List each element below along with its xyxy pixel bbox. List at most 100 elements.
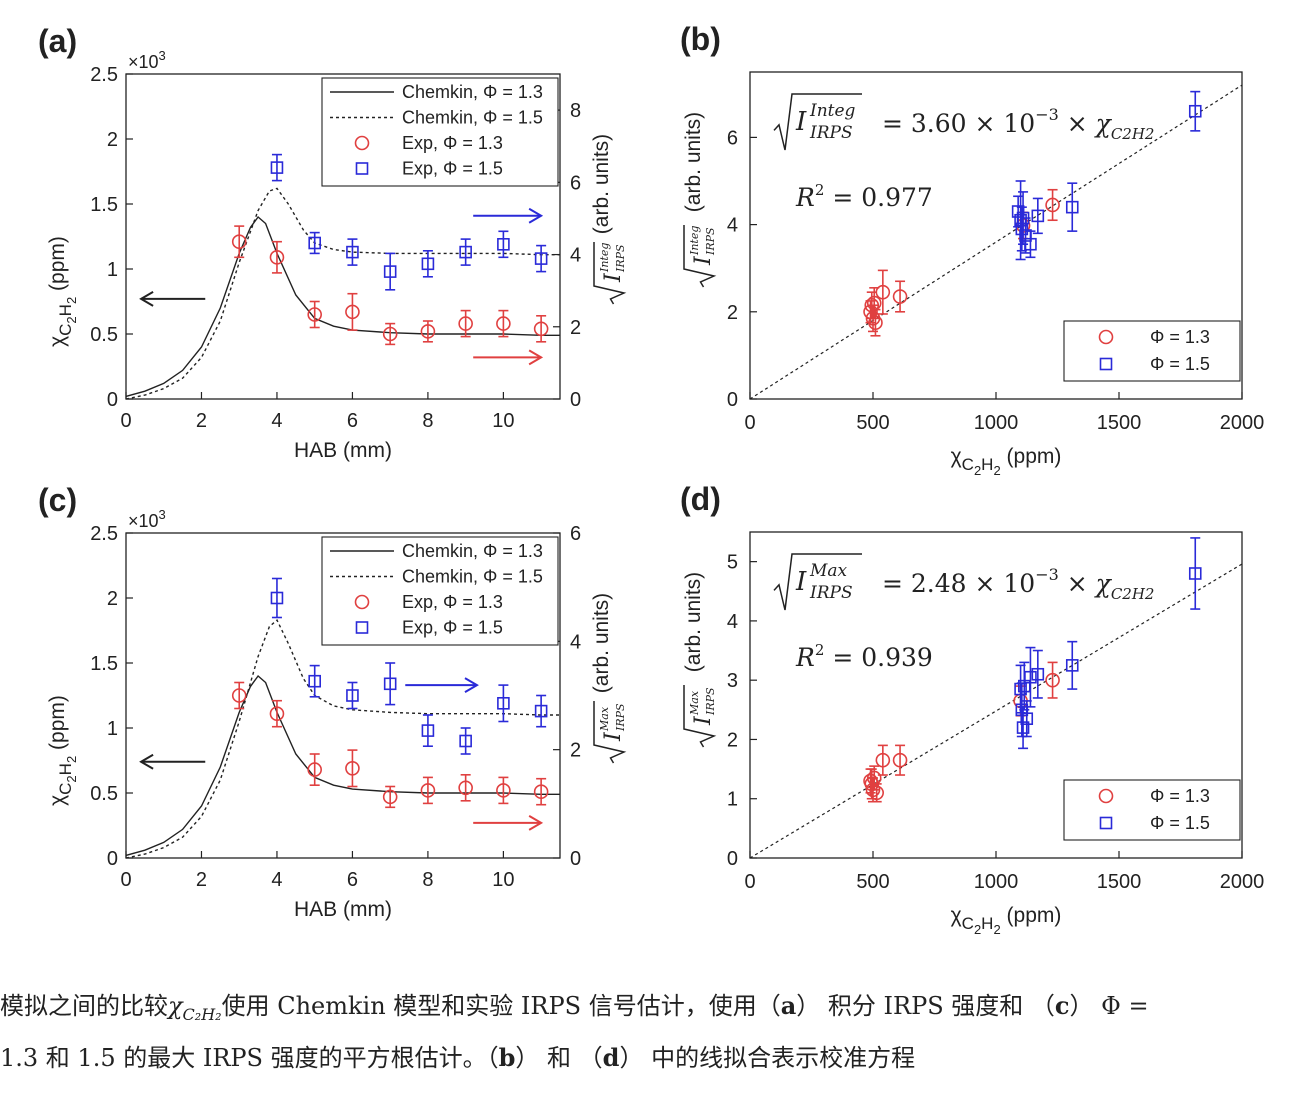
x-tick-label: 0 xyxy=(744,871,755,893)
r-squared-r: R xyxy=(795,183,815,212)
r-squared-value: = 0.939 xyxy=(824,643,932,672)
caption-chi-symbol: χ xyxy=(168,992,183,1020)
caption-text: ） 中的线拟合表示校准方程 xyxy=(619,1044,916,1072)
legend-entry: Exp, Φ = 1.5 xyxy=(402,618,503,638)
plot-frame xyxy=(125,73,561,400)
y-axis-label-right: (arb. units) xyxy=(590,593,613,693)
sqrt-label-sub: IRPS xyxy=(704,687,717,716)
y-tick-label-left: 0.5 xyxy=(90,324,118,346)
exp-phi-1-5-point xyxy=(308,236,321,250)
legend-marker-square xyxy=(355,162,369,175)
x-tick-label: 0 xyxy=(120,869,131,891)
exp-phi-1-3-point xyxy=(382,326,398,342)
y-tick-label-left: 1 xyxy=(107,718,118,740)
caption-line-2: 1.3 和 1.5 的最大 IRPS 强度的平方根估计。（b） 和 （d） 中的… xyxy=(0,1032,1310,1084)
plot-frame xyxy=(125,532,561,859)
sqrt-label-i: I xyxy=(691,715,716,726)
chi-sub-2: 2 xyxy=(993,922,1000,937)
axis-pointer-arrowhead xyxy=(528,207,544,224)
exp-phi-1-3-point xyxy=(496,783,511,798)
caption-ref-d: d xyxy=(602,1043,620,1072)
y-tick-label-left: 0 xyxy=(107,389,118,411)
y-tick-label: 4 xyxy=(727,611,738,633)
chi-sub-2: 2 xyxy=(993,463,1000,478)
equation-i-sup: Max xyxy=(809,561,848,581)
y-tick-label: 2 xyxy=(727,729,738,751)
axis-pointer-arrowhead xyxy=(139,753,154,770)
chi-symbol: χ xyxy=(951,445,962,468)
x-tick-label: 1000 xyxy=(974,412,1019,434)
unit-ppm: (ppm) xyxy=(46,695,69,756)
exp-phi-1-5-point xyxy=(270,591,284,605)
y-tick-label-left: 2 xyxy=(107,129,118,151)
caption-ref-b: b xyxy=(498,1043,516,1072)
exp-phi-1-3-point xyxy=(345,760,360,776)
legend-entry: Chemkin, Φ = 1.5 xyxy=(402,108,543,128)
axis-label-chi: χC2H2 (ppm) xyxy=(46,695,79,806)
axis-multiplier: ×103 xyxy=(128,507,166,531)
sqrt-label-sup: Max xyxy=(598,706,611,732)
legend-marker-circle xyxy=(1098,788,1114,804)
chi-sub-h: H xyxy=(981,914,993,933)
chi-symbol: χ xyxy=(951,904,962,927)
equation-i-sub: IRPS xyxy=(809,123,853,143)
exp-phi-1-3-point xyxy=(307,307,322,322)
panel-label: (a) xyxy=(38,23,77,59)
exp-phi-1-3-point xyxy=(458,316,473,331)
y-tick-label-right: 4 xyxy=(570,245,581,267)
phi-1-3-point xyxy=(1045,197,1060,213)
legend-marker-square xyxy=(1099,357,1113,371)
y-tick-label-left: 2 xyxy=(107,588,118,610)
x-axis-label: χC2H2 (ppm) xyxy=(951,904,1062,937)
r-squared: R2 = 0.977 xyxy=(795,181,933,212)
y-axis-label-right: (arb. units) xyxy=(590,134,613,234)
chi-sub-2: 2 xyxy=(974,922,981,937)
multiplier-exponent: 3 xyxy=(159,507,166,522)
caption-text: 使用 Chemkin 模型和实验 IRPS 信号估计，使用（ xyxy=(221,992,781,1020)
y-tick-label: 4 xyxy=(727,215,738,237)
r-squared-value: = 0.977 xyxy=(824,183,932,212)
phi-1-3-point xyxy=(868,315,883,331)
caption-line-1: 模拟之间的比较χC₂H₂使用 Chemkin 模型和实验 IRPS 信号估计，使… xyxy=(0,980,1310,1032)
x-axis-label: HAB (mm) xyxy=(294,898,392,921)
exp-phi-1-5-point xyxy=(497,238,510,251)
caption-text: 模拟之间的比较 xyxy=(0,992,168,1020)
phi-1-5-point xyxy=(1031,667,1045,681)
phi-1-5-point xyxy=(1020,712,1034,726)
exp-phi-1-3-point xyxy=(420,324,436,339)
y-tick-label: 1 xyxy=(727,789,738,811)
chi-sub-h: H xyxy=(56,304,75,316)
legend-box xyxy=(1063,779,1241,841)
panel-label: (d) xyxy=(680,481,721,517)
axis-label-chi: χC2H2 (ppm) xyxy=(46,236,79,347)
sqrt-label-i: I xyxy=(691,255,716,266)
y-tick-label-left: 0.5 xyxy=(90,783,118,805)
exp-phi-1-5-point xyxy=(459,245,472,259)
y-tick-label-right: 2 xyxy=(570,740,581,762)
y-tick-label-right: 6 xyxy=(570,172,581,194)
legend-marker-circle xyxy=(354,594,370,610)
exp-phi-1-5-point xyxy=(497,696,510,710)
phi-1-5-point xyxy=(1031,209,1045,223)
sqrt-label-i: I xyxy=(601,272,626,283)
x-tick-label: 500 xyxy=(856,412,889,434)
exp-phi-1-3-point xyxy=(496,316,511,331)
y-tick-label-right: 0 xyxy=(570,848,581,870)
x-tick-label: 2 xyxy=(196,869,207,891)
chi-symbol: χ xyxy=(46,336,69,347)
y-tick-label-right: 0 xyxy=(570,389,581,411)
x-axis-label: χC2H2 (ppm) xyxy=(951,445,1062,478)
axis-pointer-arrowhead xyxy=(528,349,544,366)
exp-phi-1-5-point xyxy=(383,265,397,278)
exp-phi-1-3-point xyxy=(345,304,360,320)
fit-equation: = 2.48 × 10−3 × χC2H2 xyxy=(882,565,1154,603)
caption-text: ） 和 （ xyxy=(515,1044,603,1072)
exp-phi-1-3-point xyxy=(269,249,285,265)
caption-chi-sub: C₂H₂ xyxy=(182,1004,222,1024)
